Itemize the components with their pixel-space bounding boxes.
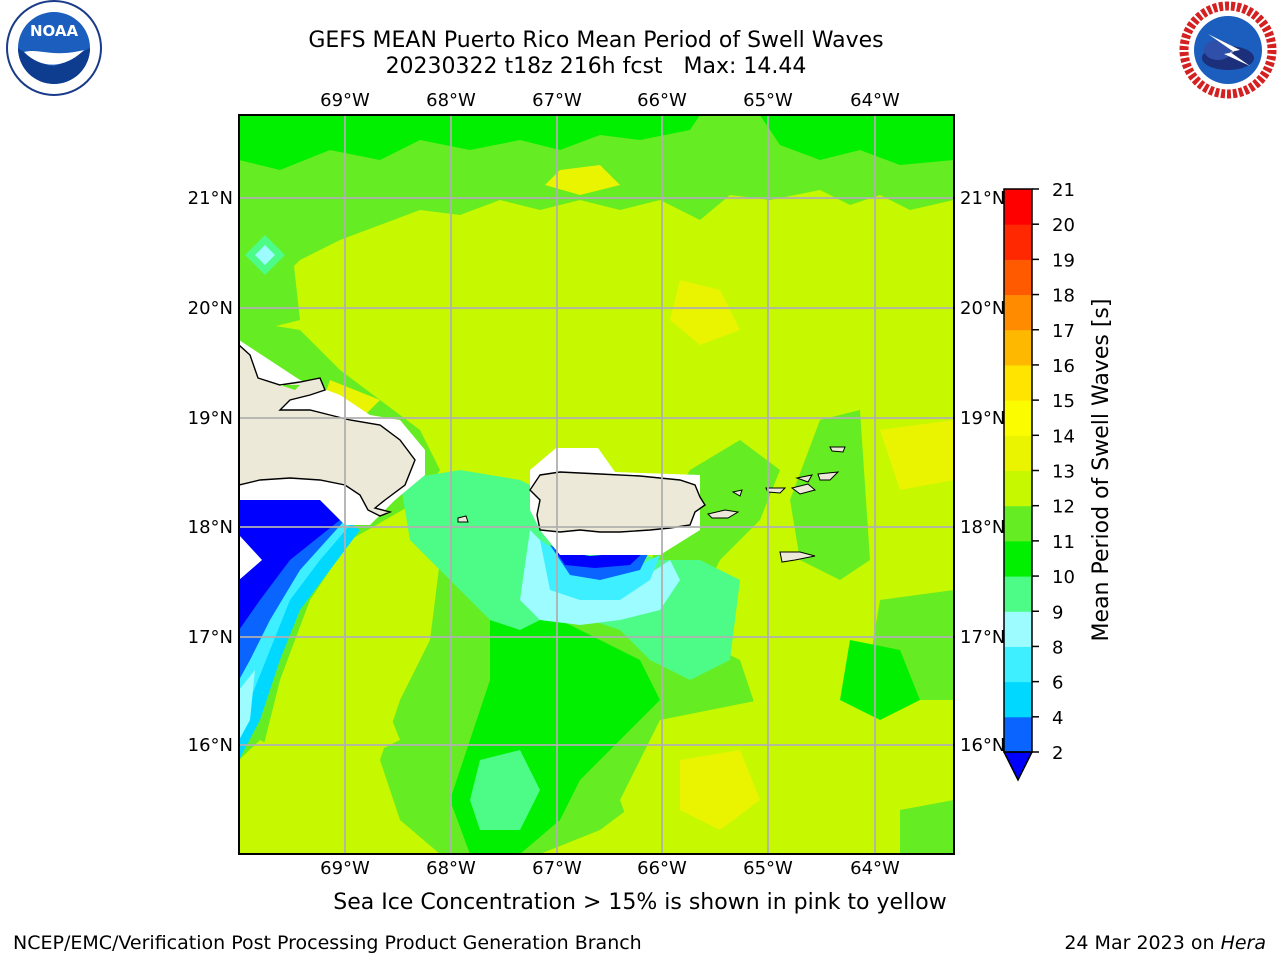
map-title: GEFS MEAN Puerto Rico Mean Period of Swe… (308, 28, 884, 53)
lon-label: 64°W (850, 90, 900, 111)
lon-label: 68°W (426, 90, 476, 111)
lat-label: 21°N (188, 188, 233, 209)
forecast-run: 20230322 t18z 216h fcst (385, 54, 663, 79)
bottom-lon-labels: 69°W 68°W 67°W 66°W 65°W 64°W (320, 858, 900, 879)
colorbar-segment (1004, 435, 1032, 471)
footer-date-text: 24 Mar 2023 on (1064, 932, 1215, 954)
lon-label: 66°W (637, 858, 687, 879)
noaa-logo-text: NOAA (30, 22, 79, 40)
lat-label: 17°N (960, 627, 1005, 648)
footer-credit: NCEP/EMC/Verification Post Processing Pr… (13, 932, 642, 954)
lat-label: 18°N (188, 517, 233, 538)
colorbar-segment (1004, 540, 1032, 577)
colorbar-tick-label: 9 (1052, 602, 1063, 623)
colorbar-tick-label: 6 (1052, 673, 1063, 694)
contour-fill (239, 115, 954, 854)
colorbar-tick-label: 14 (1052, 426, 1075, 447)
colorbar-segment (1004, 505, 1032, 542)
lat-label: 19°N (960, 408, 1005, 429)
nws-logo (1179, 1, 1277, 99)
lat-label: 16°N (960, 735, 1005, 756)
colorbar-segment (1004, 329, 1032, 366)
colorbar-segment (1004, 716, 1032, 753)
colorbar-segment (1004, 646, 1032, 683)
colorbar-segment (1004, 681, 1032, 718)
colorbar-segment (1004, 259, 1032, 296)
graticule (239, 115, 954, 854)
top-lon-labels: 69°W 68°W 67°W 66°W 65°W 64°W (320, 90, 900, 111)
lat-label: 17°N (188, 627, 233, 648)
lon-label: 67°W (532, 858, 582, 879)
colorbar-tick-label: 15 (1052, 391, 1075, 412)
colorbar-tick-label: 2 (1052, 743, 1063, 764)
colorbar-tick-label: 11 (1052, 532, 1075, 553)
lon-label: 69°W (320, 90, 370, 111)
colorbar-segment (1004, 611, 1032, 647)
colorbar-segment (1004, 364, 1032, 401)
colorbar-segment (1004, 294, 1032, 331)
lon-label: 65°W (743, 858, 793, 879)
colorbar-tick-label: 10 (1052, 567, 1075, 588)
footer-host: Hera (1220, 932, 1266, 954)
noaa-logo: NOAA (6, 0, 102, 96)
colorbar-segment (1004, 224, 1032, 260)
map-subtitle: 20230322 t18z 216h fcst Max: 14.44 (0, 54, 1192, 80)
lon-label: 69°W (320, 858, 370, 879)
map-frame (238, 114, 955, 855)
sea-ice-note: Sea Ice Concentration > 15% is shown in … (333, 890, 947, 915)
colorbar-segment (1004, 400, 1032, 436)
colorbar-tick-label: 19 (1052, 250, 1075, 271)
lat-label: 20°N (188, 298, 233, 319)
colorbar: 2 4 6 8 9 10 11 12 13 14 15 16 17 18 19 20 21 (1002, 180, 1075, 782)
lon-label: 65°W (743, 90, 793, 111)
colorbar-tick-label: 16 (1052, 356, 1075, 377)
footer-date: 24 Mar 2023 on Hera (1064, 932, 1266, 954)
colorbar-tick-label: 8 (1052, 637, 1063, 658)
lat-label: 16°N (188, 735, 233, 756)
max-value: Max: 14.44 (683, 54, 807, 79)
colorbar-tick-label: 4 (1052, 708, 1063, 729)
left-lat-labels: 21°N 20°N 19°N 18°N 17°N 16°N (188, 188, 233, 756)
colorbar-extend-triangle (1002, 751, 1034, 782)
colorbar-tick-label: 17 (1052, 321, 1075, 342)
colorbar-segment (1004, 189, 1032, 225)
colorbar-label: Mean Period of Swell Waves [s] (1089, 299, 1114, 642)
lon-label: 68°W (426, 858, 476, 879)
lat-label: 18°N (960, 517, 1005, 538)
colorbar-tick-label: 21 (1052, 180, 1075, 201)
right-lat-labels: 21°N 20°N 19°N 18°N 17°N 16°N (960, 188, 1005, 756)
lon-label: 67°W (532, 90, 582, 111)
lon-label: 64°W (850, 858, 900, 879)
colorbar-segment (1004, 470, 1032, 507)
colorbar-segment (1004, 576, 1032, 612)
colorbar-tick-label: 18 (1052, 286, 1075, 307)
colorbar-tick-label: 13 (1052, 462, 1075, 483)
colorbar-tick-label: 12 (1052, 497, 1075, 518)
colorbar-tick-label: 20 (1052, 215, 1075, 236)
lon-label: 66°W (637, 90, 687, 111)
lat-label: 21°N (960, 188, 1005, 209)
lat-label: 20°N (960, 298, 1005, 319)
lat-label: 19°N (188, 408, 233, 429)
